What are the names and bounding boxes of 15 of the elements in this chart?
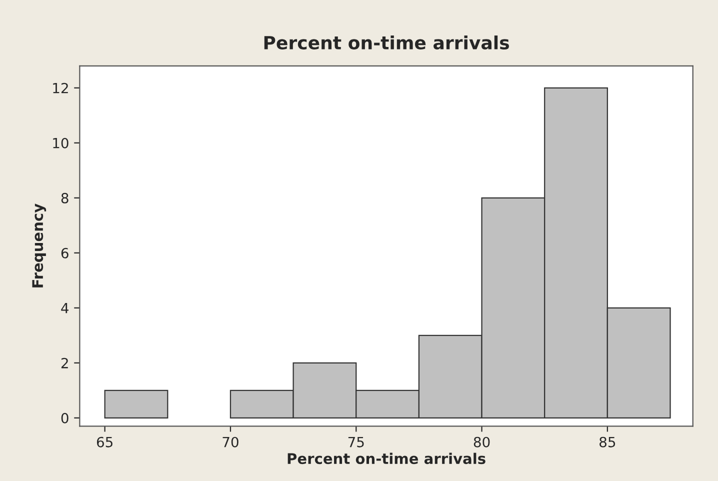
x-tick-label: 70 xyxy=(222,436,238,448)
y-tick-label: 12 xyxy=(53,82,68,94)
chart-title: Percent on-time arrivals xyxy=(264,36,509,50)
y-tick-label: 0 xyxy=(61,412,68,424)
x-axis-title: Percent on-time arrivals xyxy=(288,452,486,464)
y-tick-label: 8 xyxy=(61,192,68,204)
x-tick-label: 80 xyxy=(474,436,490,448)
y-tick-label: 2 xyxy=(61,358,68,368)
y-tick-label: 4 xyxy=(61,303,68,314)
y-axis-title: Frequency xyxy=(32,204,46,288)
x-tick-label: 65 xyxy=(96,436,112,448)
x-tick-label: 85 xyxy=(600,436,616,448)
y-tick-label: 6 xyxy=(61,248,68,258)
y-tick-label: 10 xyxy=(53,138,68,148)
x-tick-label: 75 xyxy=(348,437,364,448)
